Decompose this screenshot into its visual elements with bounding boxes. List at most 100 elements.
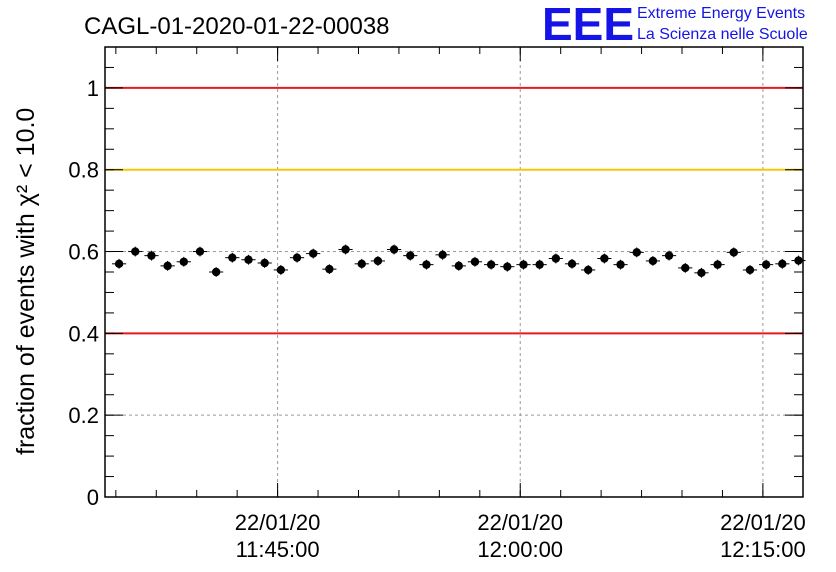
x-tick-time-label: 11:45:00: [236, 537, 320, 562]
data-point: [176, 256, 191, 267]
reference-lines: [105, 86, 803, 335]
data-point-marker: [486, 260, 496, 269]
data-point: [112, 258, 127, 269]
data-point-marker: [470, 257, 480, 266]
data-point-marker: [745, 265, 755, 275]
x-tick-time-label: 12:00:00: [477, 537, 563, 562]
eee-logo-mark: EEE: [542, 0, 634, 50]
y-axis-label: fraction of events with χ² < 10.0: [12, 108, 40, 455]
data-point-marker: [131, 247, 140, 256]
data-point-marker: [357, 259, 366, 269]
data-point-marker: [535, 260, 544, 269]
data-point: [742, 265, 758, 275]
y-tick-label: 0: [87, 485, 99, 510]
data-point: [484, 259, 499, 270]
data-point: [209, 267, 224, 277]
data-point: [645, 256, 660, 266]
data-point-marker: [567, 259, 577, 269]
data-point: [564, 258, 580, 269]
data-point-marker: [163, 261, 172, 271]
data-point: [192, 246, 208, 257]
data-point: [500, 261, 515, 272]
data-point: [581, 265, 596, 275]
data-point-marker: [325, 264, 334, 274]
data-point-marker: [794, 256, 803, 265]
eee-logo: EEE Extreme Energy Events La Scienza nel…: [542, 0, 808, 50]
data-point: [694, 267, 709, 278]
data-point-marker: [551, 254, 561, 263]
data-point-marker: [341, 245, 350, 254]
data-point-marker: [147, 251, 156, 260]
data-point-marker: [373, 256, 383, 266]
data-point-marker: [583, 265, 593, 275]
x-axis: 22/01/2011:45:0022/01/2012:00:0022/01/20…: [115, 47, 806, 562]
data-point: [386, 244, 402, 255]
x-tick-date-label: 22/01/20: [720, 510, 806, 535]
x-tick-date-label: 22/01/20: [235, 510, 321, 535]
data-point: [403, 250, 418, 261]
data-point: [370, 256, 385, 266]
data-point: [241, 254, 256, 265]
data-point: [225, 252, 240, 263]
data-point-marker: [438, 250, 447, 260]
data-point: [597, 253, 612, 264]
data-point: [516, 259, 531, 270]
data-point: [128, 246, 143, 257]
data-point-marker: [503, 262, 512, 271]
data-point: [289, 252, 305, 263]
data-point: [759, 259, 774, 270]
data-point: [144, 250, 159, 261]
data-point: [710, 259, 725, 270]
eee-logo-line1: Extreme Energy Events: [637, 5, 805, 22]
data-point: [354, 258, 369, 269]
data-point-marker: [406, 251, 415, 260]
data-point: [661, 250, 677, 261]
data-point-marker: [389, 245, 399, 254]
data-point-marker: [697, 268, 706, 278]
data-point-marker: [519, 260, 528, 269]
y-tick-label: 1: [87, 76, 99, 101]
data-point-marker: [211, 267, 221, 277]
data-point: [306, 248, 321, 259]
data-point: [532, 259, 547, 270]
eee-logo-line2: La Scienza nelle Scuole: [637, 26, 808, 43]
data-points: [112, 244, 806, 278]
y-tick-label: 0.8: [68, 158, 99, 183]
data-point-marker: [778, 259, 787, 269]
data-point-marker: [309, 249, 318, 258]
data-point: [613, 259, 628, 270]
data-point-marker: [664, 251, 674, 260]
chart-title: CAGL-01-2020-01-22-00038: [84, 13, 390, 40]
data-point-marker: [713, 260, 722, 269]
data-point-marker: [179, 257, 188, 266]
data-point-marker: [616, 260, 625, 269]
data-point-marker: [260, 258, 269, 268]
y-tick-label: 0.6: [68, 240, 99, 265]
data-point-marker: [228, 253, 237, 262]
data-point: [629, 247, 644, 258]
y-axis: 0 0.2 0.4 0.6 0.8 1: [68, 46, 803, 510]
data-point: [467, 256, 483, 267]
data-point-marker: [454, 261, 463, 271]
y-tick-label: 0.2: [68, 403, 99, 428]
data-point-marker: [729, 248, 738, 257]
data-point: [775, 258, 790, 269]
data-point-marker: [292, 253, 302, 262]
y-tick-label: 0.4: [68, 321, 99, 346]
data-point: [678, 263, 693, 273]
data-point-marker: [681, 263, 690, 273]
data-point: [451, 260, 466, 271]
x-tick-time-label: 12:15:00: [720, 537, 806, 562]
data-point-marker: [761, 260, 771, 269]
data-point-marker: [195, 247, 205, 256]
data-point-marker: [114, 259, 124, 269]
data-point: [435, 249, 450, 260]
data-point-marker: [422, 260, 431, 269]
data-point: [548, 253, 563, 264]
data-point: [273, 265, 288, 275]
x-tick-date-label: 22/01/20: [477, 510, 563, 535]
data-point-marker: [600, 254, 609, 263]
data-point-marker: [632, 248, 641, 257]
data-point: [338, 244, 353, 255]
